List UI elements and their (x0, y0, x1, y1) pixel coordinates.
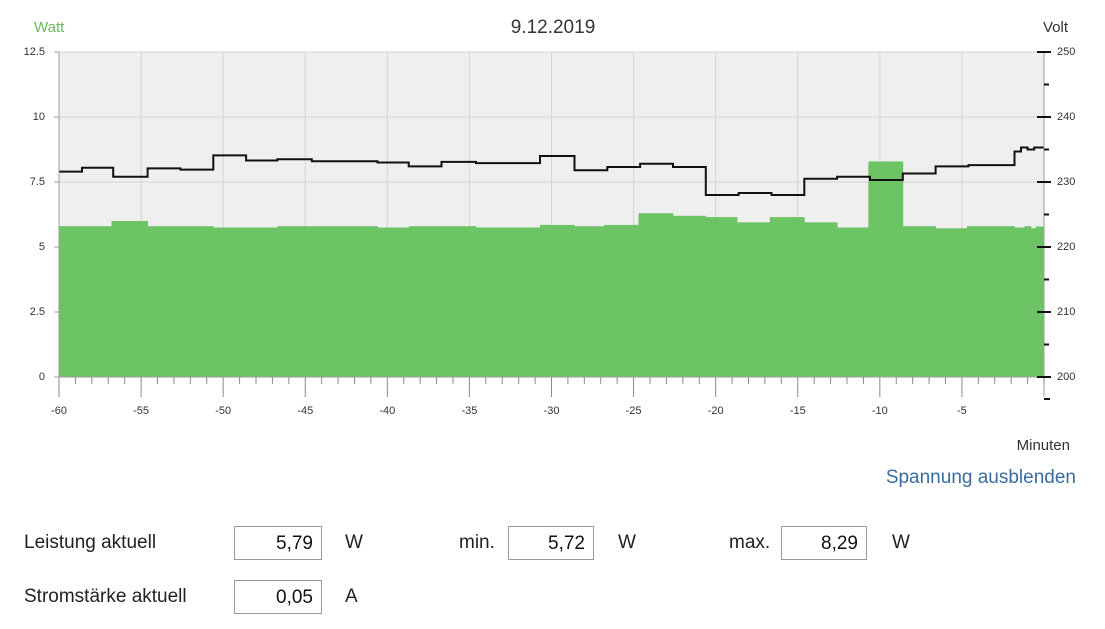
left-tick-label: 7.5 (30, 176, 45, 188)
x-tick-label: -15 (790, 405, 806, 417)
right-tick-label: 240 (1057, 111, 1075, 123)
power-bar (111, 221, 149, 377)
voltage-series-line (59, 146, 1044, 196)
chart-title: 9.12.2019 (511, 17, 596, 38)
power-series (59, 161, 1045, 377)
min-value-field: 5,72 (508, 526, 594, 560)
x-tick-label: -5 (957, 405, 967, 417)
power-unit: W (345, 532, 363, 553)
power-readout-row: Leistung aktuell 5,79 W min. 5,72 W max.… (0, 526, 1105, 562)
left-tick-label: 5 (39, 241, 45, 253)
power-bar (966, 226, 1015, 377)
right-tick-label: 200 (1057, 371, 1075, 383)
min-label: min. (459, 532, 495, 553)
max-unit: W (892, 532, 910, 553)
power-bar (1035, 226, 1045, 377)
power-bar (868, 161, 904, 377)
max-value-field: 8,29 (781, 526, 867, 560)
current-value-field: 0,05 (234, 580, 322, 614)
x-axis-label: Minuten (1017, 437, 1070, 454)
x-tick-label: -20 (708, 405, 724, 417)
power-bar (59, 226, 112, 377)
left-tick-label: 0 (39, 371, 45, 383)
power-bar (769, 217, 805, 377)
power-bar (213, 227, 278, 377)
power-value-field: 5,79 (234, 526, 322, 560)
x-tick-label: -10 (872, 405, 888, 417)
power-bar (377, 227, 410, 377)
right-tick-label: 250 (1057, 46, 1075, 58)
power-bar (804, 222, 838, 377)
right-tick-label: 220 (1057, 241, 1075, 253)
power-bar (737, 222, 771, 377)
x-tick-label: -50 (215, 405, 231, 417)
current-label: Stromstärke aktuell (24, 586, 187, 607)
power-label: Leistung aktuell (24, 532, 157, 553)
x-tick-label: -40 (379, 405, 395, 417)
right-tick-label: 210 (1057, 306, 1075, 318)
power-bar (705, 217, 738, 377)
max-label: max. (729, 532, 771, 553)
power-bar (408, 226, 477, 377)
axis-tick-labels: -60 -55 -50 -45 -40 -35 -30 -25 -20 -15 -10 -502.55… (24, 46, 1076, 417)
power-bar (1014, 227, 1025, 377)
power-bar (902, 226, 937, 377)
power-voltage-chart: -60 -55 -50 -45 -40 -35 -30 -25 -20 -15 -10 -502.55… (24, 17, 1076, 454)
left-tick-label: 12.5 (24, 46, 45, 58)
power-bar (147, 226, 214, 377)
power-bar (540, 224, 575, 377)
power-bar (837, 227, 869, 377)
power-bar (604, 224, 639, 377)
axes (54, 51, 1051, 400)
left-tick-label: 10 (33, 111, 45, 123)
min-unit: W (618, 532, 636, 553)
power-bar (574, 226, 605, 377)
left-axis-label: Watt (34, 19, 65, 36)
right-axis-label: Volt (1043, 19, 1069, 36)
power-bar (935, 228, 968, 377)
left-tick-label: 2.5 (30, 306, 45, 318)
x-tick-label: -25 (626, 405, 642, 417)
current-readout-row: Stromstärke aktuell 0,05 A (0, 580, 1105, 616)
power-bar (672, 215, 707, 377)
power-bar (277, 226, 378, 377)
toggle-voltage-link[interactable]: Spannung ausblenden (885, 467, 1076, 488)
x-tick-label: -45 (297, 405, 313, 417)
right-tick-label: 230 (1057, 176, 1075, 188)
x-tick-label: -60 (51, 405, 67, 417)
power-bar (1024, 226, 1032, 377)
power-bar (638, 213, 674, 377)
power-bar (1030, 228, 1037, 377)
x-tick-label: -30 (544, 405, 560, 417)
current-unit: A (345, 586, 358, 607)
power-bar (475, 227, 541, 377)
x-tick-label: -55 (133, 405, 149, 417)
x-tick-label: -35 (461, 405, 477, 417)
